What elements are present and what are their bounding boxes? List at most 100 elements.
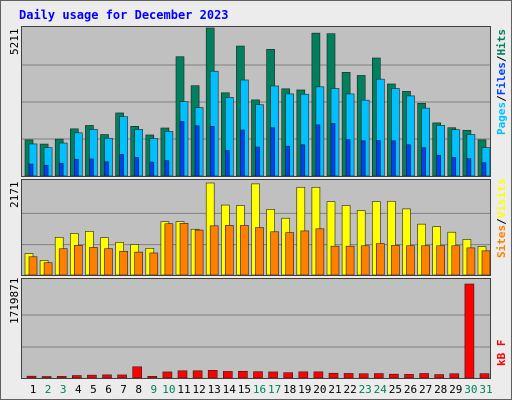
- legend-top-part-4: /: [495, 55, 508, 62]
- panel-bot-grid: [22, 314, 490, 348]
- bar-sites-day-3: [58, 248, 68, 276]
- x-tick-label-day-25: 25: [389, 383, 402, 396]
- bar-files-day-20: [315, 124, 321, 177]
- x-tick-label-day-6: 6: [105, 383, 112, 396]
- bar-kbytes-day-28: [434, 374, 445, 379]
- bar-files-day-23: [360, 140, 366, 177]
- x-tick-label-day-12: 12: [192, 383, 205, 396]
- panel-kbytes: 1719871 kB F: [8, 278, 508, 379]
- bar-kbytes-day-27: [419, 373, 429, 379]
- panel-bot-border: [21, 278, 491, 379]
- bar-files-day-28: [436, 154, 442, 177]
- x-tick-label-day-11: 11: [177, 383, 190, 396]
- legend-sites-visits: Sites/Visits: [495, 179, 508, 259]
- bar-files-day-9: [149, 161, 155, 177]
- bar-files-day-19: [300, 144, 306, 177]
- bar-kbytes-day-8: [132, 366, 142, 379]
- x-tick-label-day-7: 7: [120, 383, 127, 396]
- bar-sites-day-13: [209, 225, 219, 276]
- bar-kbytes-day-9: [147, 376, 158, 379]
- bar-sites-day-15: [240, 225, 249, 276]
- x-tick-label-day-16: 16: [253, 383, 266, 396]
- x-tick-label-day-31: 31: [479, 383, 492, 396]
- bar-files-day-13: [209, 125, 215, 177]
- panel-top-ymax-label: 5211: [8, 29, 21, 56]
- bar-files-day-10: [164, 160, 170, 177]
- panel-visits-sites: 2171 Sites/Visits: [8, 179, 508, 276]
- bar-sites-day-10: [164, 223, 174, 276]
- legend-mid-part-1: Sites: [495, 225, 508, 258]
- bar-kbytes-day-3: [56, 376, 67, 379]
- bar-files-day-24: [375, 140, 381, 177]
- bar-kbytes-day-26: [404, 374, 414, 379]
- bar-sites-day-1: [28, 256, 38, 276]
- panel-bot-ymax-label: 1719871: [8, 278, 21, 324]
- legend-top-part-5: Hits: [495, 29, 508, 56]
- legend-top-part-1: Pages: [495, 102, 508, 135]
- bar-kbytes-day-22: [343, 373, 354, 379]
- bar-files-day-4: [74, 158, 79, 177]
- bar-kbytes-day-12: [192, 370, 203, 379]
- chart-title: Daily usage for December 2023: [19, 8, 229, 22]
- x-tick-label-day-15: 15: [238, 383, 251, 396]
- bar-sites-day-21: [330, 245, 340, 276]
- legend-top-part-3: Files: [495, 62, 508, 95]
- x-tick-label-day-21: 21: [328, 383, 341, 396]
- panel-bot-background: [21, 278, 491, 379]
- legend-top-part-2: /: [495, 95, 508, 102]
- bar-sites-day-20: [315, 228, 325, 276]
- bar-sites-day-4: [74, 245, 83, 276]
- bar-kbytes-day-18: [283, 372, 294, 379]
- x-tick-label-day-27: 27: [419, 383, 432, 396]
- bar-sites-day-18: [285, 232, 295, 276]
- bar-kbytes-day-16: [253, 371, 263, 379]
- bar-files-day-2: [43, 164, 49, 177]
- x-tick-label-day-17: 17: [268, 383, 281, 396]
- bar-sites-day-11: [179, 223, 189, 276]
- panel-mid-ymax-label: 2171: [8, 182, 21, 209]
- bar-files-day-30: [466, 158, 472, 177]
- bar-files-day-29: [451, 157, 457, 177]
- x-tick-label-day-19: 19: [298, 383, 311, 396]
- legend-kbytes: kB F: [495, 340, 508, 367]
- bar-sites-day-24: [375, 243, 385, 276]
- bar-sites-day-14: [225, 225, 234, 276]
- bar-sites-day-9: [149, 252, 159, 276]
- bar-sites-day-27: [421, 245, 430, 276]
- bar-files-day-31: [481, 162, 487, 177]
- bar-kbytes-day-17: [268, 371, 278, 379]
- bar-kbytes-day-11: [177, 370, 188, 379]
- bar-sites-day-5: [89, 247, 98, 276]
- x-tick-label-day-28: 28: [434, 383, 447, 396]
- bar-kbytes-day-31: [479, 373, 490, 379]
- legend-bot-part-1: kB F: [495, 340, 508, 367]
- x-tick-label-day-30: 30: [464, 383, 477, 396]
- bar-sites-day-23: [360, 245, 370, 276]
- x-tick-label-day-18: 18: [283, 383, 296, 396]
- bar-sites-day-6: [104, 248, 113, 276]
- bar-files-day-26: [406, 144, 411, 177]
- panel-hits-files-pages: 5211 Pages/Files/Hits: [8, 26, 508, 177]
- legend-mid-part-3: Visits: [495, 179, 508, 219]
- x-tick-label-day-5: 5: [90, 383, 97, 396]
- bar-files-day-1: [28, 163, 34, 177]
- bar-kbytes-day-29: [449, 373, 460, 379]
- x-tick-label-day-9: 9: [150, 383, 157, 396]
- x-tick-label-day-20: 20: [313, 383, 326, 396]
- bar-kbytes-day-30: [464, 283, 475, 379]
- x-tick-label-day-8: 8: [135, 383, 142, 396]
- bar-kbytes-day-7: [117, 374, 127, 379]
- bar-kbytes-day-5: [87, 374, 97, 379]
- bar-sites-day-26: [406, 245, 415, 276]
- x-tick-label-day-14: 14: [223, 383, 237, 396]
- bar-files-day-11: [179, 121, 185, 177]
- panel-top-border: [21, 26, 491, 177]
- bar-kbytes-day-15: [238, 370, 248, 379]
- bar-files-day-18: [285, 145, 291, 177]
- bar-kbytes-day-2: [41, 376, 52, 379]
- bar-kbytes-day-10: [162, 371, 173, 379]
- legend-mid-part-2: /: [495, 218, 508, 225]
- bar-kbytes-day-23: [358, 373, 369, 379]
- bar-sites-day-17: [270, 231, 279, 276]
